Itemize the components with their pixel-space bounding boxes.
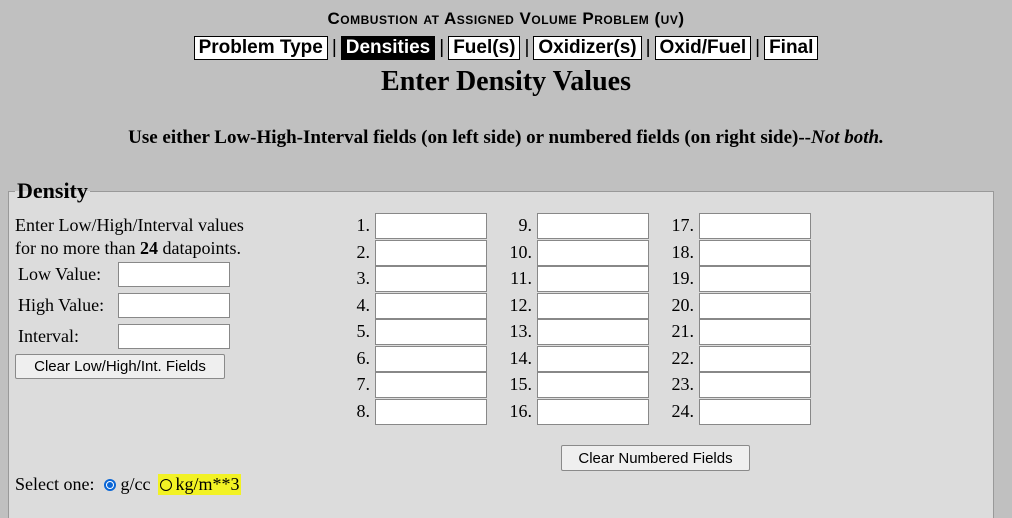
density-field-9[interactable]: [537, 213, 649, 239]
instruction-main: Use either Low-High-Interval fields (on …: [128, 127, 812, 148]
field-number-label: 7.: [356, 374, 371, 394]
field-number-label: 14.: [509, 348, 533, 368]
range-instructions-prefix: for no more than: [15, 238, 140, 258]
field-number-label: 9.: [518, 215, 533, 235]
field-number-label: 22.: [671, 348, 695, 368]
section-title: Enter Density Values: [381, 66, 631, 97]
field-number-label: 11.: [510, 268, 532, 288]
tab-separator: |: [645, 37, 651, 58]
density-field-6[interactable]: [375, 346, 487, 372]
instruction-text: Use either Low-High-Interval fields (on …: [0, 127, 1012, 149]
nav-tabs: Problem Type | Densities | Fuel(s) | Oxidizer(…: [0, 36, 1012, 60]
field-number-label: 17.: [671, 215, 695, 235]
density-field-18[interactable]: [699, 240, 811, 266]
select-one-label: Select one:: [15, 474, 95, 494]
density-field-14[interactable]: [537, 346, 649, 372]
field-number-label: 4.: [356, 295, 371, 315]
tab-separator: |: [755, 37, 761, 58]
density-field-23[interactable]: [699, 372, 811, 398]
density-field-20[interactable]: [699, 293, 811, 319]
range-instructions-line2: for no more than 24 datapoints.: [15, 237, 244, 260]
density-field-4[interactable]: [375, 293, 487, 319]
density-field-10[interactable]: [537, 240, 649, 266]
field-number-label: 19.: [671, 268, 695, 288]
range-instructions: Enter Low/High/Interval values for no mo…: [15, 214, 244, 260]
high-value-label: High Value:: [18, 295, 105, 315]
unit-label-gcc[interactable]: g/cc: [120, 474, 151, 494]
density-field-16[interactable]: [537, 399, 649, 425]
tab-oxid-fuel[interactable]: Oxid/Fuel: [654, 36, 752, 60]
field-number-label: 23.: [671, 374, 695, 394]
tab-final[interactable]: Final: [764, 36, 819, 60]
highlighted-unit-option: kg/m**3: [158, 474, 242, 495]
field-number-label: 6.: [356, 348, 371, 368]
density-field-1[interactable]: [375, 213, 487, 239]
field-number-label: 12.: [509, 295, 533, 315]
density-field-12[interactable]: [537, 293, 649, 319]
field-number-label: 10.: [509, 242, 533, 262]
tab-oxidizers[interactable]: Oxidizer(s): [533, 36, 642, 60]
tab-separator: |: [331, 37, 337, 58]
unit-label-kgm3[interactable]: kg/m**3: [175, 474, 240, 494]
low-value-input[interactable]: [118, 262, 230, 287]
page-title: Combustion at Assigned Volume Problem (u…: [327, 9, 685, 28]
density-field-21[interactable]: [699, 319, 811, 345]
field-number-label: 21.: [671, 321, 695, 341]
density-field-22[interactable]: [699, 346, 811, 372]
density-field-13[interactable]: [537, 319, 649, 345]
tab-separator: |: [439, 37, 445, 58]
tab-problem-type[interactable]: Problem Type: [193, 36, 328, 60]
density-field-15[interactable]: [537, 372, 649, 398]
field-number-label: 15.: [509, 374, 533, 394]
unit-radio-kgm3[interactable]: [160, 478, 173, 491]
density-field-19[interactable]: [699, 266, 811, 292]
max-datapoints: 24: [139, 238, 158, 258]
density-field-3[interactable]: [375, 266, 487, 292]
density-field-5[interactable]: [375, 319, 487, 345]
density-field-11[interactable]: [537, 266, 649, 292]
range-instructions-suffix: datapoints.: [157, 238, 241, 258]
density-field-7[interactable]: [375, 372, 487, 398]
tab-fuels[interactable]: Fuel(s): [448, 36, 521, 60]
density-field-17[interactable]: [699, 213, 811, 239]
field-number-label: 20.: [671, 295, 695, 315]
unit-radio-gcc[interactable]: [104, 478, 117, 491]
interval-input[interactable]: [118, 324, 230, 349]
field-number-label: 24.: [671, 401, 695, 421]
tab-densities[interactable]: Densities: [340, 36, 436, 60]
low-value-label: Low Value:: [18, 264, 102, 284]
density-legend: Density: [17, 178, 88, 203]
field-number-label: 16.: [509, 401, 533, 421]
unit-select: Select one: g/cc kg/m**3: [15, 474, 242, 495]
field-number-label: 5.: [356, 321, 371, 341]
field-number-label: 8.: [356, 401, 371, 421]
field-number-label: 3.: [356, 268, 371, 288]
field-number-label: 18.: [671, 242, 695, 262]
tab-separator: |: [524, 37, 530, 58]
clear-numbered-fields-button[interactable]: Clear Numbered Fields: [561, 445, 750, 471]
range-instructions-line1: Enter Low/High/Interval values: [15, 215, 244, 235]
field-number-label: 2.: [356, 242, 371, 262]
density-field-24[interactable]: [699, 399, 811, 425]
field-number-label: 13.: [509, 321, 533, 341]
interval-label: Interval:: [18, 326, 79, 346]
instruction-emphasis: Not both.: [811, 127, 884, 148]
high-value-input[interactable]: [118, 293, 230, 318]
density-field-8[interactable]: [375, 399, 487, 425]
clear-low-high-interval-button[interactable]: Clear Low/High/Int. Fields: [15, 354, 225, 379]
density-field-2[interactable]: [375, 240, 487, 266]
field-number-label: 1.: [356, 215, 371, 235]
